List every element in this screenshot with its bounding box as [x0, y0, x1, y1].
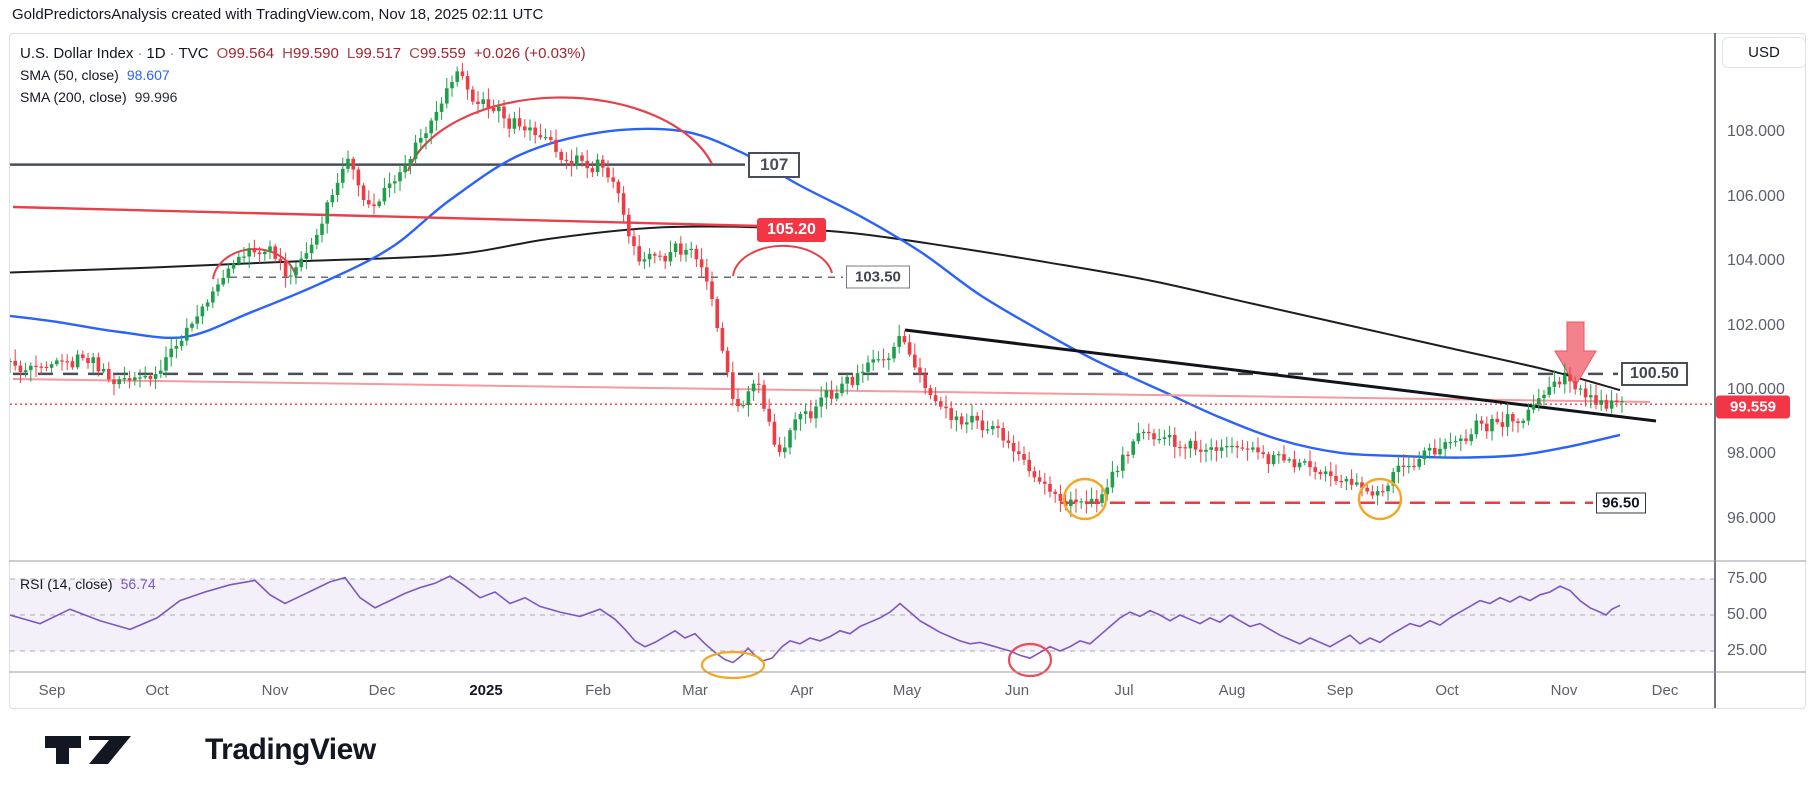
sma50-label: SMA (50, close) [20, 67, 119, 83]
tradingview-logo[interactable]: TradingView [45, 733, 376, 767]
time-tick-Apr: Apr [790, 682, 814, 699]
ohlc-value: 99.590 [292, 45, 339, 62]
time-tick-Dec: Dec [1651, 682, 1679, 699]
time-tick-Sep: Sep [38, 682, 66, 699]
ohlc-value: 99.559 [419, 45, 466, 62]
exchange-label: TVC [178, 45, 209, 62]
ohlc-value: 99.517 [355, 45, 402, 62]
price-tick-106.000: 106.000 [1727, 187, 1785, 205]
rsi-oversold-circle-jun[interactable] [1007, 642, 1053, 678]
rsi-tick-50.00: 50.00 [1727, 606, 1768, 623]
price-flag-105-20[interactable]: 105.20 [757, 218, 826, 242]
upper-red-trendline[interactable] [12, 205, 761, 228]
price-tick-104.000: 104.000 [1727, 252, 1785, 270]
level-label-support-103-50[interactable]: 103.50 [846, 265, 910, 289]
rsi-tick-25.00: 25.00 [1727, 642, 1768, 659]
watermark-title: GoldPredictorsAnalysis created with Trad… [12, 6, 544, 23]
level-label-support-96-50[interactable]: 96.50 [1596, 492, 1646, 514]
sma200-value: 99.996 [134, 89, 178, 105]
rsi-legend-row[interactable]: RSI (14, close) 56.74 [20, 576, 156, 592]
price-tick-96.000: 96.000 [1727, 509, 1776, 527]
price-tick-100.000: 100.000 [1727, 381, 1785, 398]
symbol-legend[interactable]: U.S. Dollar Index · 1D · TVC O99.564 H99.590 L9… [20, 43, 586, 108]
apr-top-arc[interactable] [732, 244, 833, 277]
ohlc-key: L [346, 45, 356, 62]
currency-label: USD [1748, 44, 1780, 61]
interval-label[interactable]: 1D [146, 45, 166, 62]
tradingview-logo-icon [45, 736, 131, 764]
sep-low-circle[interactable] [1357, 477, 1403, 521]
time-tick-Feb: Feb [585, 682, 611, 699]
july-low-circle[interactable] [1062, 477, 1108, 521]
last-price-badge: 99.559 [1716, 395, 1790, 419]
rsi-label: RSI (14, close) [20, 576, 113, 592]
time-tick-Nov: Nov [1550, 682, 1578, 699]
ohlc-value: 99.564 [228, 45, 275, 62]
ohlc-key: C [409, 45, 420, 62]
rsi-tick-75.00: 75.00 [1727, 570, 1768, 587]
price-tick-108.000: 108.000 [1727, 123, 1785, 141]
sma50-line[interactable] [10, 127, 1621, 459]
sma200-row[interactable]: SMA (200, close) 99.996 [20, 87, 586, 108]
sma200-line[interactable] [10, 225, 1621, 392]
time-tick-Aug: Aug [1218, 682, 1246, 699]
sma50-row[interactable]: SMA (50, close) 98.607 [20, 65, 586, 86]
time-tick-Oct: Oct [1435, 682, 1459, 699]
tradingview-brand-text: TradingView [205, 733, 376, 766]
change-value: +0.026 (+0.03%) [473, 45, 586, 62]
descending-black-trendline[interactable] [904, 328, 1657, 423]
sma50-value: 98.607 [126, 67, 170, 83]
time-tick-Jun: Jun [1004, 682, 1030, 699]
currency-button[interactable]: USD [1722, 37, 1806, 68]
time-tick-2025: 2025 [469, 682, 503, 699]
time-tick-Jul: Jul [1114, 682, 1134, 699]
price-panel[interactable] [10, 96, 1714, 504]
ohlc-values: O99.564 H99.590 L99.517 C99.559 [209, 45, 466, 62]
time-tick-May: May [892, 682, 922, 699]
rsi-line[interactable] [10, 575, 1621, 664]
top-dome-arc[interactable] [406, 96, 713, 172]
level-label-resistance-107[interactable]: 107 [748, 151, 801, 178]
candles [10, 62, 1624, 518]
price-tick-98.000: 98.000 [1727, 445, 1776, 463]
sma200-label: SMA (200, close) [20, 89, 127, 105]
rsi-value: 56.74 [120, 576, 156, 592]
chart-widget-frame [9, 33, 1806, 709]
ohlc-key: O [216, 45, 229, 62]
price-tick-102.000: 102.000 [1727, 316, 1785, 334]
level-label-support-100-50[interactable]: 100.50 [1621, 361, 1688, 386]
symbol-name[interactable]: U.S. Dollar Index [20, 45, 134, 62]
time-tick-Oct: Oct [145, 682, 169, 699]
time-tick-Dec: Dec [368, 682, 396, 699]
symbol-row[interactable]: U.S. Dollar Index · 1D · TVC O99.564 H99.590 L9… [20, 43, 586, 64]
ohlc-key: H [282, 45, 293, 62]
separator-dot: · [137, 45, 143, 62]
time-tick-Sep: Sep [1326, 682, 1354, 699]
time-tick-Mar: Mar [682, 682, 708, 699]
rsi-panel[interactable] [10, 575, 1714, 664]
time-tick-Nov: Nov [261, 682, 289, 699]
separator-dot: · [169, 45, 175, 62]
rsi-oversold-circle-apr[interactable] [700, 650, 766, 680]
down-arrow-annotation[interactable] [1554, 321, 1597, 387]
